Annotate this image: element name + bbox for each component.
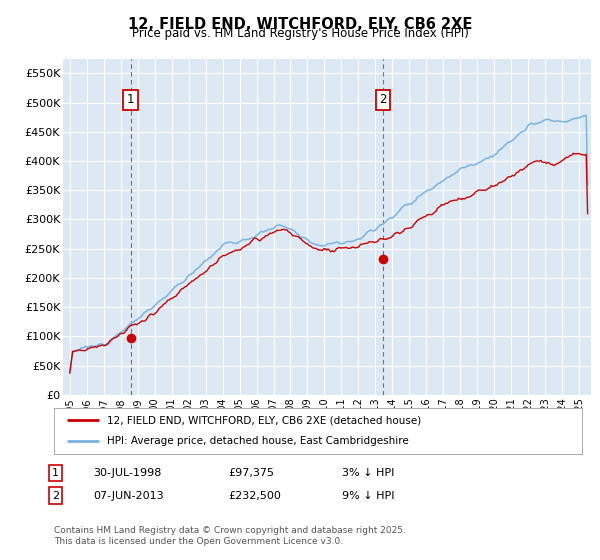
Text: £232,500: £232,500 bbox=[228, 491, 281, 501]
Text: 12, FIELD END, WITCHFORD, ELY, CB6 2XE: 12, FIELD END, WITCHFORD, ELY, CB6 2XE bbox=[128, 17, 472, 32]
Text: 07-JUN-2013: 07-JUN-2013 bbox=[93, 491, 164, 501]
Text: 30-JUL-1998: 30-JUL-1998 bbox=[93, 468, 161, 478]
Text: 1: 1 bbox=[127, 93, 134, 106]
Text: HPI: Average price, detached house, East Cambridgeshire: HPI: Average price, detached house, East… bbox=[107, 436, 409, 446]
Text: £97,375: £97,375 bbox=[228, 468, 274, 478]
Text: Contains HM Land Registry data © Crown copyright and database right 2025.
This d: Contains HM Land Registry data © Crown c… bbox=[54, 526, 406, 546]
Text: Price paid vs. HM Land Registry's House Price Index (HPI): Price paid vs. HM Land Registry's House … bbox=[131, 27, 469, 40]
Text: 9% ↓ HPI: 9% ↓ HPI bbox=[342, 491, 395, 501]
Text: 2: 2 bbox=[379, 93, 386, 106]
Text: 3% ↓ HPI: 3% ↓ HPI bbox=[342, 468, 394, 478]
Text: 12, FIELD END, WITCHFORD, ELY, CB6 2XE (detached house): 12, FIELD END, WITCHFORD, ELY, CB6 2XE (… bbox=[107, 415, 421, 425]
Text: 2: 2 bbox=[52, 491, 59, 501]
Text: 1: 1 bbox=[52, 468, 59, 478]
